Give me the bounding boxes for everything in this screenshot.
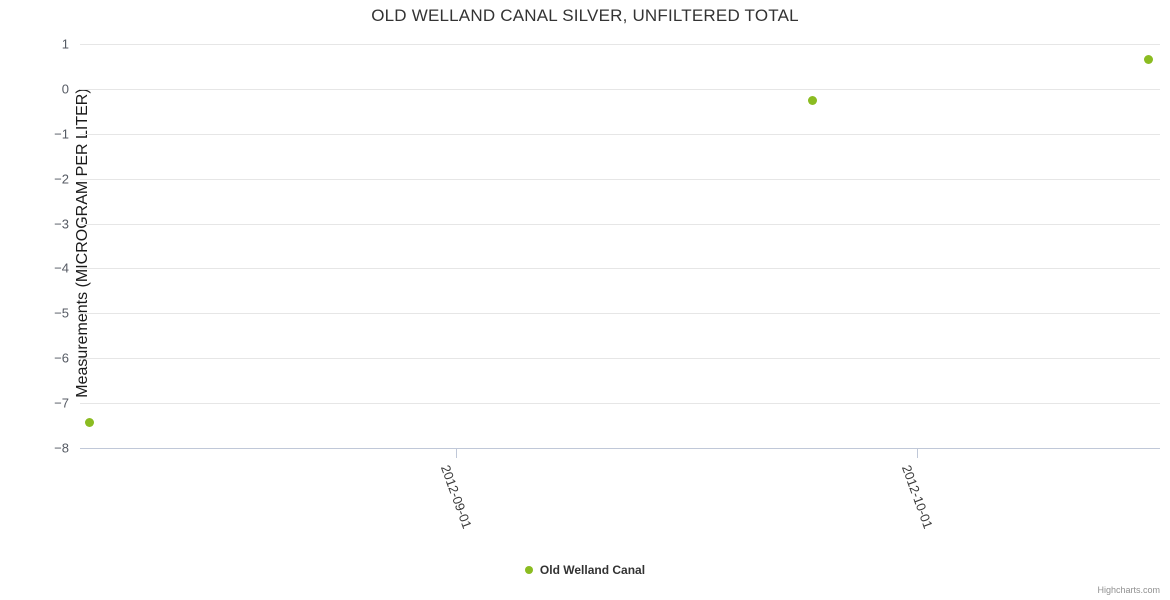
gridline xyxy=(80,44,1160,45)
legend: Old Welland Canal xyxy=(0,563,1170,577)
gridline xyxy=(80,88,1160,90)
credits-label[interactable]: Highcharts.com xyxy=(1097,585,1160,595)
legend-marker-icon xyxy=(524,566,533,574)
y-axis-title: Measurements (MICROGRAM PER LITER) xyxy=(74,88,91,398)
y-tick-label: −6 xyxy=(54,350,69,366)
y-tick-label: −5 xyxy=(54,305,69,321)
x-tick-mark xyxy=(455,448,457,458)
y-tick-label: −3 xyxy=(54,216,69,232)
gridline xyxy=(80,403,1160,405)
y-tick-label: −8 xyxy=(54,440,69,456)
x-axis-line xyxy=(80,448,1160,449)
x-tick-mark xyxy=(917,448,918,458)
gridline xyxy=(80,358,1160,360)
gridline xyxy=(80,223,1160,225)
y-tick-label: 0 xyxy=(61,81,69,97)
data-point[interactable] xyxy=(807,95,817,105)
gridline xyxy=(80,313,1160,315)
gridline xyxy=(80,133,1160,135)
y-tick-label: −4 xyxy=(54,260,69,276)
data-point[interactable] xyxy=(85,417,95,427)
plot-area: Measurements (MICROGRAM PER LITER) 1 0 −1 −… xyxy=(54,37,1160,531)
gridline xyxy=(80,268,1160,270)
data-point[interactable] xyxy=(1143,55,1153,65)
gridline xyxy=(80,178,1160,180)
legend-item-old-welland-canal[interactable]: Old Welland Canal xyxy=(539,563,646,577)
y-tick-label: 1 xyxy=(61,36,69,52)
x-tick-label: 2012-10-01 xyxy=(898,463,936,531)
y-tick-label: −7 xyxy=(54,395,69,411)
y-tick-label: −1 xyxy=(54,126,69,142)
x-tick-label: 2012-09-01 xyxy=(437,463,475,531)
y-tick-label: −2 xyxy=(54,171,69,187)
chart-title: OLD WELLAND CANAL SILVER, UNFILTERED TOT… xyxy=(371,6,799,25)
